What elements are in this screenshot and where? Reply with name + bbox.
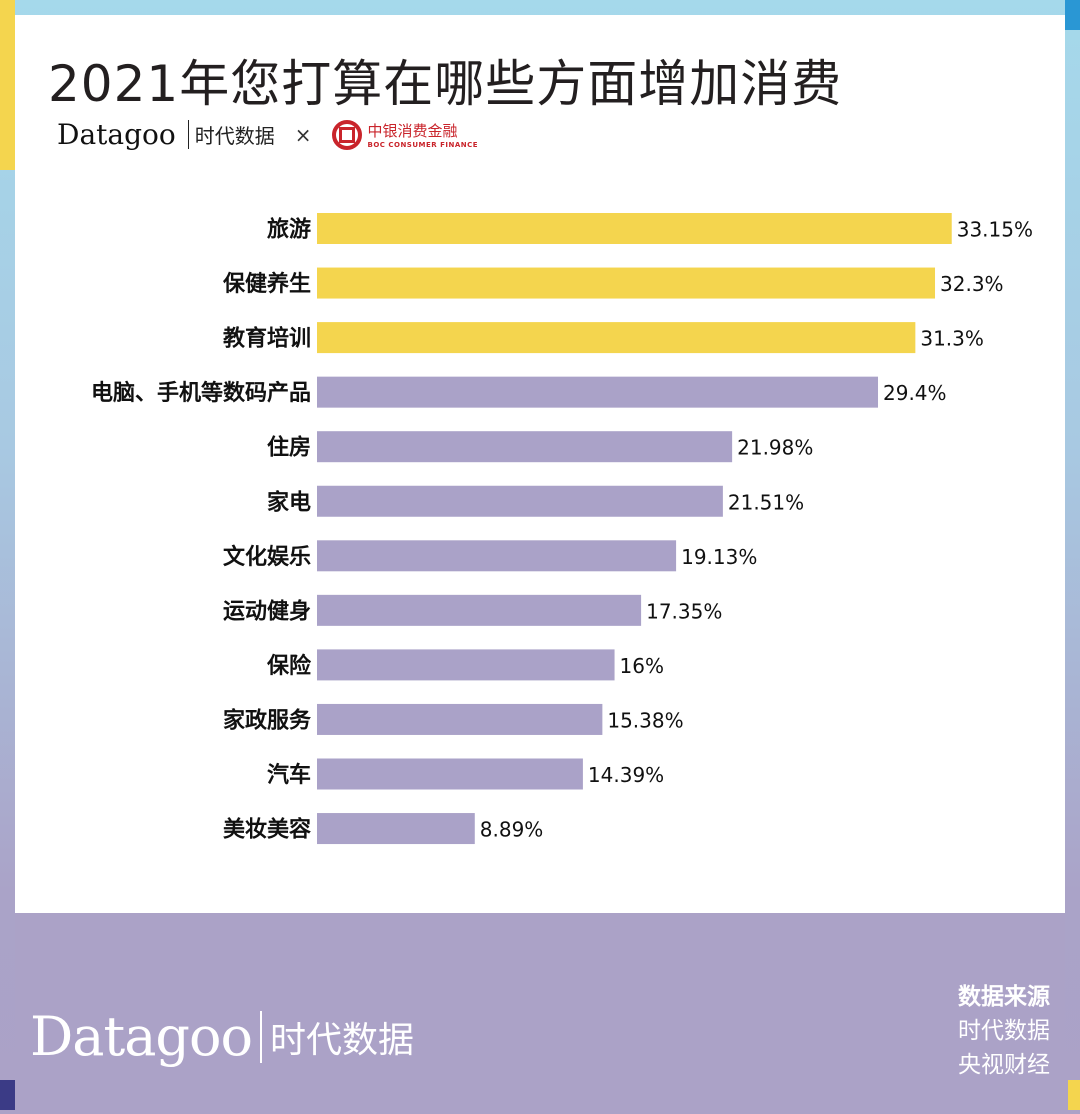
bar <box>317 813 475 845</box>
bar <box>317 213 952 244</box>
footer-datagoo-cn: 时代数据 <box>259 1010 414 1063</box>
category-label: 文化娱乐 <box>223 544 311 570</box>
accent-strip-yellow <box>0 0 15 170</box>
category-label: 运动健身 <box>223 598 311 624</box>
value-label: 33.15% <box>957 218 1033 242</box>
bar <box>317 649 615 681</box>
value-label: 21.51% <box>728 490 804 514</box>
accent-strip-navy <box>0 1080 15 1110</box>
bar <box>317 376 879 408</box>
category-label: 美妆美容 <box>223 817 311 843</box>
bar <box>317 703 603 735</box>
boc-name-cn: 中银消费金融 <box>367 122 458 140</box>
footer-datagoo: Datagoo <box>30 1005 253 1068</box>
value-label: 8.89% <box>480 818 544 842</box>
value-label: 21.98% <box>737 436 813 460</box>
category-label: 电脑、手机等数码产品 <box>91 380 311 406</box>
value-label: 16% <box>620 654 664 678</box>
source-heading: 数据来源 <box>958 984 1050 1010</box>
bar <box>317 594 642 626</box>
value-label: 32.3% <box>940 272 1004 296</box>
bar <box>317 485 723 517</box>
bar <box>317 322 916 354</box>
category-label: 住房 <box>267 435 311 461</box>
footer-logo: Datagoo 时代数据 <box>30 1005 414 1068</box>
chart-title: 2021年您打算在哪些方面增加消费 <box>48 55 843 113</box>
value-label: 14.39% <box>588 763 664 787</box>
bar <box>317 431 733 463</box>
category-label: 旅游 <box>267 217 311 243</box>
boc-logo: 中银消费金融 BOC CONSUMER FINANCE <box>331 119 479 150</box>
source-item: 央视财经 <box>958 1052 1050 1078</box>
times-sign: × <box>294 122 312 147</box>
accent-strip-yellow-bottom <box>1068 1080 1080 1110</box>
footer <box>15 913 1065 1110</box>
value-label: 29.4% <box>883 381 947 405</box>
boc-name-en: BOC CONSUMER FINANCE <box>367 141 479 149</box>
value-label: 15.38% <box>607 708 683 732</box>
bar <box>317 267 936 299</box>
category-label: 家政服务 <box>223 707 312 733</box>
accent-strip-blue <box>1065 0 1080 30</box>
value-label: 31.3% <box>920 327 984 351</box>
category-label: 家电 <box>267 489 311 515</box>
bar <box>317 540 677 572</box>
boc-emblem-icon <box>331 119 362 150</box>
category-label: 保健养生 <box>222 271 311 297</box>
value-label: 19.13% <box>681 545 757 569</box>
data-source: 数据来源 时代数据 央视财经 <box>958 980 1050 1082</box>
category-label: 教育培训 <box>223 326 311 352</box>
bar <box>317 758 583 790</box>
value-label: 17.35% <box>646 599 722 623</box>
bar-chart: 旅游 33.15% 保健养生 32.3% 教育培训 31.3% 电脑、手机等数码产品 29.4… <box>91 213 1033 845</box>
category-label: 保险 <box>266 653 312 679</box>
logo-row: Datagoo 时代数据 × 中银消费金融 BOC CONSUMER FINAN… <box>57 118 478 151</box>
source-item: 时代数据 <box>958 1018 1050 1044</box>
datagoo-logo-cn: 时代数据 <box>187 120 275 149</box>
category-label: 汽车 <box>267 762 311 788</box>
datagoo-logo: Datagoo <box>57 118 176 151</box>
